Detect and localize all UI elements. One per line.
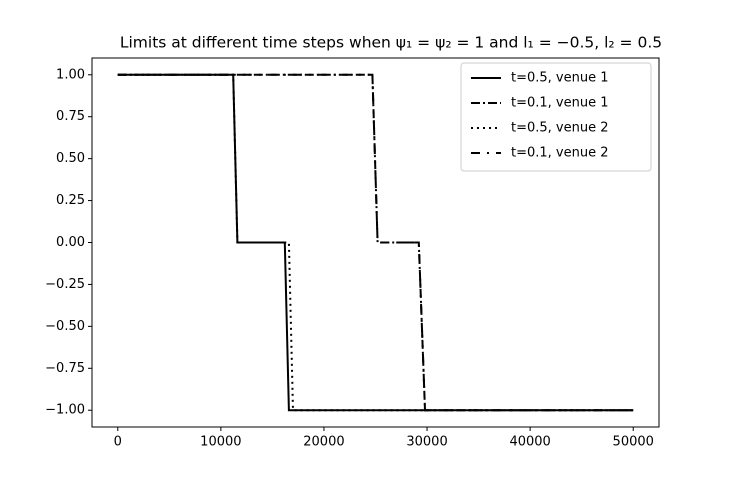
chart-title: Limits at different time steps when ψ₁ =…	[120, 34, 662, 52]
legend-box	[460, 62, 652, 172]
y-tick-label: 1.00	[56, 67, 85, 82]
x-tick-label: 30000	[406, 435, 447, 450]
y-tick-label: −1.00	[45, 403, 85, 418]
x-tick-label: 50000	[613, 435, 654, 450]
y-tick-label: −0.50	[45, 319, 85, 334]
series-line	[117, 73, 634, 412]
legend-label: t=0.5, venue 2	[511, 121, 609, 136]
x-tick-label: 10000	[200, 435, 241, 450]
x-tick-label: 40000	[509, 435, 550, 450]
legend-label: t=0.5, venue 1	[511, 71, 609, 86]
y-tick-label: 0.50	[56, 151, 85, 166]
plot-frame	[91, 57, 660, 428]
y-tick-label: 0.75	[56, 109, 85, 124]
legend-label: t=0.1, venue 2	[511, 146, 609, 161]
x-tick-label: 20000	[303, 435, 344, 450]
y-tick-label: −0.25	[45, 277, 85, 292]
y-tick-label: −0.75	[45, 361, 85, 376]
x-tick-label: 0	[114, 435, 122, 450]
legend-label: t=0.1, venue 1	[511, 96, 609, 111]
series-line	[117, 73, 634, 412]
y-tick-label: 0.00	[56, 235, 85, 250]
y-tick-label: 0.25	[56, 193, 85, 208]
